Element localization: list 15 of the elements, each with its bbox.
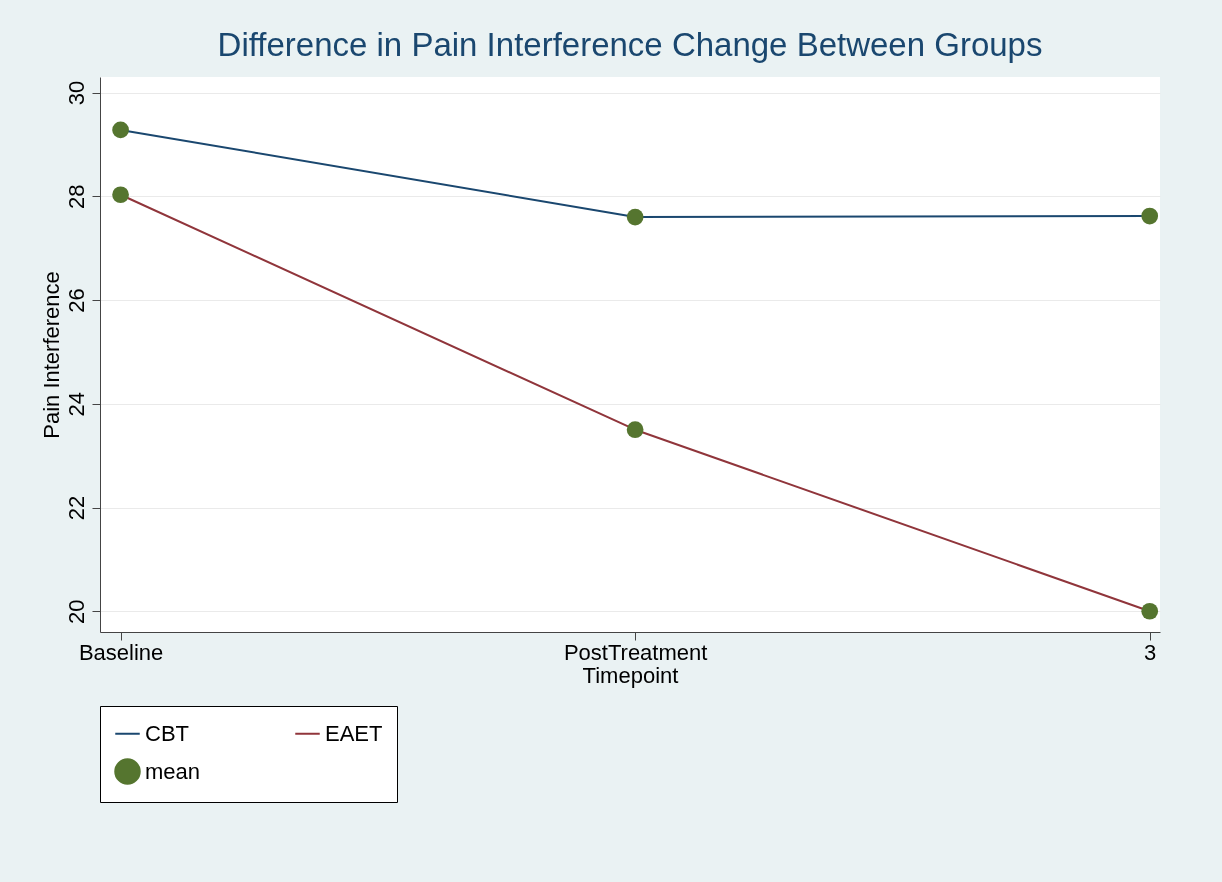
- x-axis-title: Timepoint: [582, 662, 679, 688]
- legend-label: mean: [145, 758, 201, 784]
- y-tick-label: 22: [63, 495, 89, 521]
- y-tick-label: 28: [63, 184, 89, 210]
- legend-label: CBT: [145, 720, 189, 746]
- y-axis-title: Pain Interference: [38, 271, 64, 439]
- y-tick-label: 24: [63, 392, 89, 417]
- y-tick-label: 30: [63, 80, 89, 106]
- x-tick-label: Baseline: [78, 639, 164, 665]
- y-tick-label: 26: [63, 288, 89, 313]
- x-tick-label: PostTreatment: [563, 639, 708, 665]
- chart-title: Difference in Pain Interference Change Between Groups: [217, 26, 1043, 63]
- legend-label: EAET: [325, 720, 383, 746]
- x-tick-label: 3: [1144, 639, 1157, 665]
- y-tick-label: 20: [63, 599, 89, 624]
